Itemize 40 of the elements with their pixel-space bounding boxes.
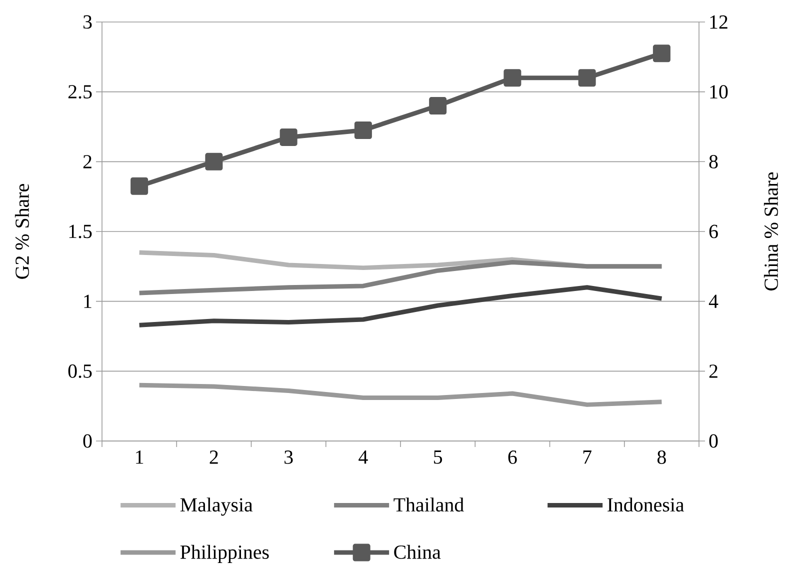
y2-tick-label: 4	[708, 294, 718, 308]
point	[504, 69, 522, 87]
line-series	[137, 285, 664, 328]
point	[429, 97, 447, 115]
line-series	[137, 382, 664, 407]
x-tick-label: 1	[136, 450, 144, 464]
y-tick-label: 0.5	[68, 364, 92, 378]
legend-label: Philippines	[180, 544, 269, 563]
point	[130, 177, 148, 195]
y2-tick-label: 2	[709, 364, 718, 378]
x-tick-label: 5	[434, 450, 442, 464]
point	[652, 44, 670, 62]
y2-tick-label: 8	[709, 154, 718, 168]
y2-tick-label: 10	[710, 85, 728, 99]
y-axis-title: G2 % Share	[14, 184, 30, 279]
y2-tick-label: 6	[709, 224, 718, 238]
x-tick-label: 7	[583, 450, 592, 464]
point	[205, 152, 223, 170]
legend-label: Malaysia	[180, 498, 253, 516]
point	[280, 128, 298, 146]
y-tick-label: 1	[84, 294, 92, 308]
y-tick-label: 0	[83, 434, 92, 448]
y-tick-label: 3	[83, 15, 92, 29]
x-tick-label: 3	[284, 450, 293, 464]
point	[354, 121, 372, 139]
y2-tick-label: 0	[709, 434, 718, 448]
legend-label: Indonesia	[608, 498, 684, 512]
y-tick-label: 1.5	[69, 224, 92, 238]
y2-axis-title: China % Share	[764, 172, 778, 290]
y2-tick-label: 12	[710, 15, 728, 29]
x-tick-label: 2	[210, 450, 218, 464]
point	[578, 69, 596, 87]
line-series	[137, 260, 664, 296]
y-tick-label: 2	[83, 155, 92, 168]
y-tick-label: 2.5	[68, 85, 92, 99]
x-tick-label: 6	[508, 450, 517, 464]
legend-label: China	[394, 544, 441, 559]
x-tick-label: 8	[657, 450, 666, 464]
x-tick-label: 4	[358, 450, 368, 464]
legend-label: Thailand	[394, 498, 464, 512]
